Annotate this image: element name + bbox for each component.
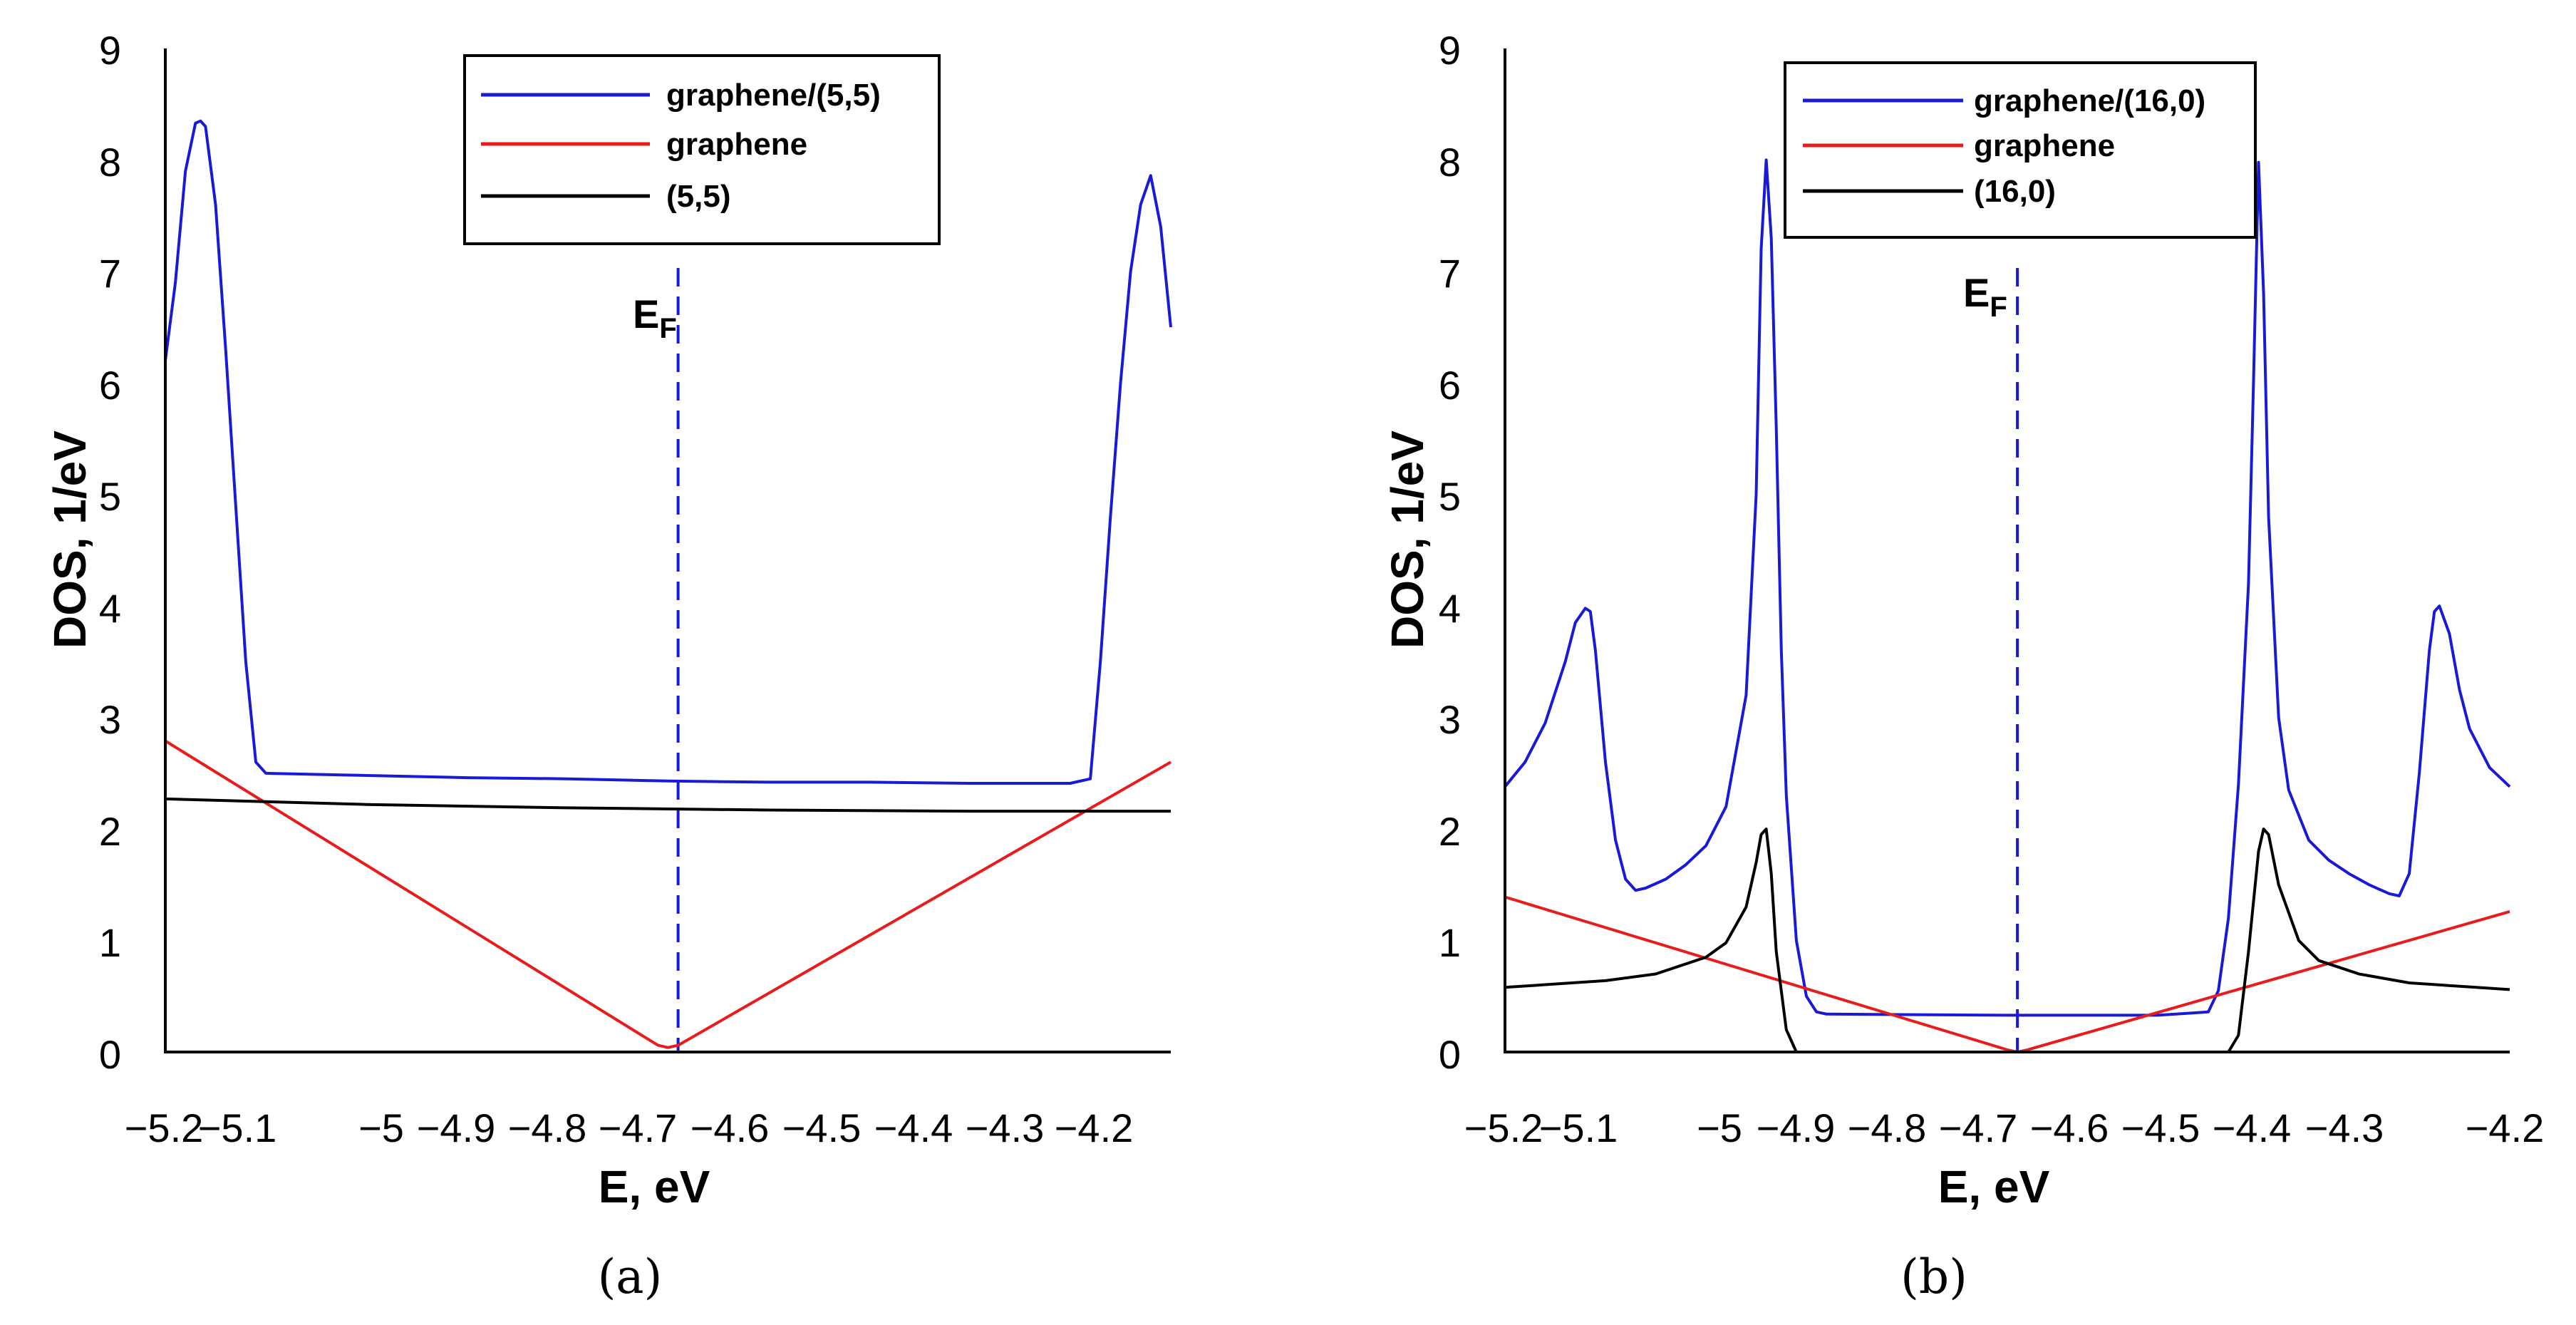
legend-label: graphene — [666, 127, 807, 162]
x-tick-labels: −5.2 −5.1 −5 −4.9 −4.8 −4.7 −4.6 −4.5 −4… — [1464, 1105, 2545, 1150]
x-tick-label: −4.8 — [1848, 1105, 1927, 1150]
x-tick-label: −4.7 — [599, 1105, 678, 1150]
y-tick-label: 8 — [1439, 140, 1461, 185]
chart-panel-b: 0 1 2 3 4 5 6 7 8 9 −5.2 −5.1 −5 −4.9 −4… — [1382, 28, 2544, 1304]
x-tick-label: −4.5 — [2121, 1105, 2200, 1150]
legend-label: (5,5) — [666, 179, 730, 214]
legend: graphene/(5,5) graphene (5,5) — [463, 54, 941, 245]
x-tick-label: −4.8 — [508, 1105, 587, 1150]
legend-label: graphene/(5,5) — [666, 78, 881, 113]
x-tick-label: −5.2 — [125, 1105, 204, 1150]
x-tick-label: −4.7 — [1939, 1105, 2018, 1150]
x-axis-title: E, eV — [599, 1161, 710, 1212]
y-tick-label: 7 — [99, 251, 121, 296]
y-tick-label: 0 — [99, 1032, 121, 1077]
series-line-5-5 — [165, 797, 1171, 813]
x-tick-label: −4.6 — [2030, 1105, 2109, 1150]
y-tick-labels: 0 1 2 3 4 5 6 7 8 9 — [99, 28, 121, 1077]
axes-frame — [1504, 48, 2510, 1053]
y-tick-label: 3 — [99, 697, 121, 742]
x-tick-label: −4.9 — [417, 1105, 496, 1150]
x-tick-label: −4.4 — [2213, 1105, 2292, 1150]
y-tick-label: 7 — [1439, 251, 1461, 296]
y-tick-label: 2 — [99, 809, 121, 854]
legend-label: graphene — [1974, 128, 2115, 163]
y-tick-label: 5 — [99, 474, 121, 519]
x-tick-label: −5.1 — [1539, 1105, 1618, 1150]
chart-panel-a: 0 1 2 3 4 5 6 7 8 9 −5.2 −5.1 −5 −4.9 −4… — [44, 28, 1172, 1304]
y-tick-label: 9 — [1439, 28, 1461, 73]
x-tick-label: −4.3 — [2305, 1105, 2384, 1150]
series-line-graphene-16-0 — [1504, 158, 2511, 1017]
x-tick-label: −4.3 — [966, 1105, 1045, 1150]
x-tick-label: −4.2 — [1055, 1105, 1134, 1150]
y-tick-labels: 0 1 2 3 4 5 6 7 8 9 — [1439, 28, 1461, 1077]
axes-frame — [164, 48, 1171, 1053]
y-tick-label: 5 — [1439, 474, 1461, 519]
panel-label: (a) — [598, 1249, 663, 1304]
legend-label: graphene/(16,0) — [1974, 83, 2205, 118]
y-axis-title: DOS, 1/eV — [44, 431, 95, 649]
legend-box — [463, 54, 941, 245]
x-tick-label: −5.1 — [198, 1105, 277, 1150]
legend-box — [1784, 61, 2257, 239]
y-tick-label: 1 — [99, 920, 121, 965]
y-tick-label: 8 — [99, 140, 121, 185]
y-tick-label: 4 — [1439, 586, 1461, 631]
legend: graphene/(16,0) graphene (16,0) — [1784, 61, 2257, 239]
panel-label: (b) — [1900, 1249, 1967, 1304]
x-axis-title: E, eV — [1938, 1161, 2050, 1212]
x-tick-label: −4.6 — [690, 1105, 770, 1150]
x-tick-label: −4.5 — [782, 1105, 862, 1150]
x-tick-label: −5 — [1697, 1105, 1742, 1150]
y-axis-title: DOS, 1/eV — [1382, 431, 1433, 649]
series-line-graphene — [164, 739, 1171, 1049]
y-tick-label: 2 — [1439, 809, 1461, 854]
x-tick-label: −4.2 — [2466, 1105, 2545, 1150]
y-tick-label: 1 — [1439, 920, 1461, 965]
y-tick-label: 6 — [1439, 363, 1461, 408]
y-tick-label: 6 — [99, 363, 121, 408]
x-tick-label: −4.9 — [1757, 1105, 1836, 1150]
legend-label: (16,0) — [1974, 174, 2056, 209]
x-tick-label: −5.2 — [1464, 1105, 1543, 1150]
x-tick-label: −5 — [358, 1105, 404, 1150]
y-tick-label: 3 — [1439, 697, 1461, 742]
y-tick-label: 0 — [1439, 1032, 1461, 1077]
fermi-level-label: EF — [1963, 270, 2007, 323]
y-tick-label: 9 — [99, 28, 121, 73]
y-tick-label: 4 — [99, 586, 121, 631]
x-tick-label: −4.4 — [874, 1105, 953, 1150]
series-line-graphene-5-5 — [164, 119, 1172, 785]
x-tick-labels: −5.2 −5.1 −5 −4.9 −4.8 −4.7 −4.6 −4.5 −4… — [125, 1105, 1134, 1150]
fermi-level-label: EF — [633, 292, 677, 344]
